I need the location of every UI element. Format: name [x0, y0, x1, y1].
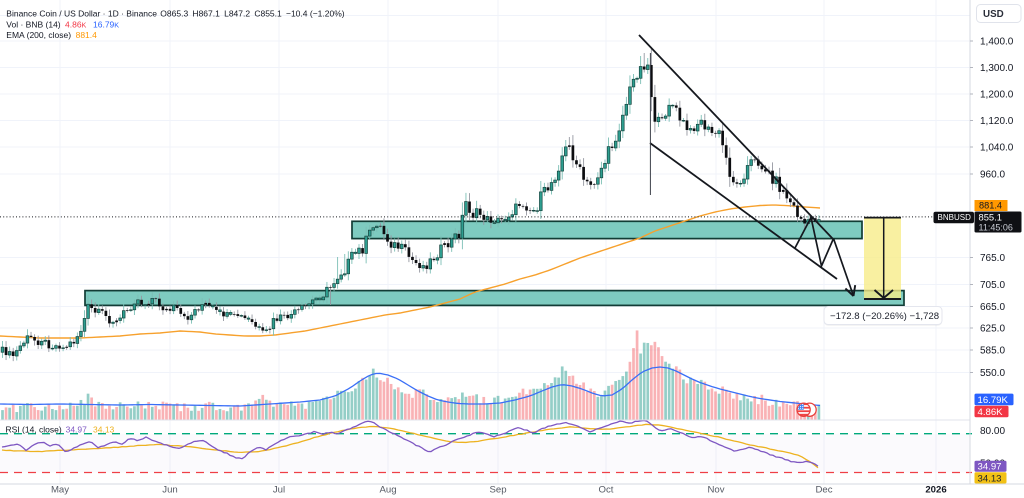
svg-text:Dec: Dec [815, 485, 832, 496]
svg-text:RSI (14, close): RSI (14, close) [6, 424, 62, 434]
svg-text:Jul: Jul [273, 485, 285, 496]
svg-text:4.86K: 4.86K [978, 407, 1004, 418]
svg-text:USD: USD [983, 9, 1004, 20]
svg-text:1,200.0: 1,200.0 [980, 90, 1014, 101]
svg-text:Oct: Oct [599, 485, 614, 496]
svg-text:May: May [51, 485, 69, 496]
svg-text:625.0: 625.0 [980, 324, 1005, 335]
svg-text:16.79K: 16.79K [93, 19, 119, 29]
svg-text:4.86K: 4.86K [65, 19, 87, 29]
svg-text:34.97: 34.97 [66, 424, 88, 434]
svg-text:1,040.0: 1,040.0 [980, 143, 1014, 154]
svg-text:O865.3 H867.1 L847.2 C855.1 −1: O865.3 H867.1 L847.2 C855.1 −10.4 (−1.20… [160, 8, 344, 18]
svg-text:11:45:06: 11:45:06 [979, 223, 1013, 233]
svg-text:34.97: 34.97 [978, 462, 1002, 473]
svg-text:1,400.0: 1,400.0 [980, 37, 1014, 48]
svg-text:1,120.0: 1,120.0 [980, 116, 1014, 127]
svg-text:585.0: 585.0 [980, 346, 1005, 357]
svg-text:Nov: Nov [707, 485, 724, 496]
svg-text:Binance Coin / US Dollar · 1D: Binance Coin / US Dollar · 1D · Binance [6, 8, 157, 18]
svg-text:765.0: 765.0 [980, 253, 1005, 264]
svg-text:34.13: 34.13 [93, 424, 115, 434]
svg-text:BNBUSD: BNBUSD [938, 213, 972, 222]
svg-text:−172.8 (−20.26%) −1,728: −172.8 (−20.26%) −1,728 [830, 311, 939, 322]
svg-text:2026: 2026 [925, 485, 946, 496]
svg-text:665.0: 665.0 [980, 302, 1005, 313]
svg-text:Sep: Sep [489, 485, 506, 496]
svg-text:Aug: Aug [379, 485, 396, 496]
svg-text:80.00: 80.00 [980, 426, 1005, 437]
svg-text:Vol · BNB (14): Vol · BNB (14) [6, 19, 60, 29]
svg-text:16.79K: 16.79K [978, 395, 1009, 406]
svg-text:Jun: Jun [162, 485, 177, 496]
svg-text:960.0: 960.0 [980, 170, 1005, 181]
svg-text:34.13: 34.13 [978, 473, 1002, 484]
svg-text:705.0: 705.0 [980, 280, 1005, 291]
svg-text:EMA (200, close): EMA (200, close) [6, 30, 71, 40]
svg-text:1,300.0: 1,300.0 [980, 63, 1014, 74]
svg-text:881.4: 881.4 [979, 201, 1002, 211]
svg-text:550.0: 550.0 [980, 368, 1005, 379]
svg-text:855.1: 855.1 [979, 211, 1002, 222]
svg-text:881.4: 881.4 [76, 30, 98, 40]
